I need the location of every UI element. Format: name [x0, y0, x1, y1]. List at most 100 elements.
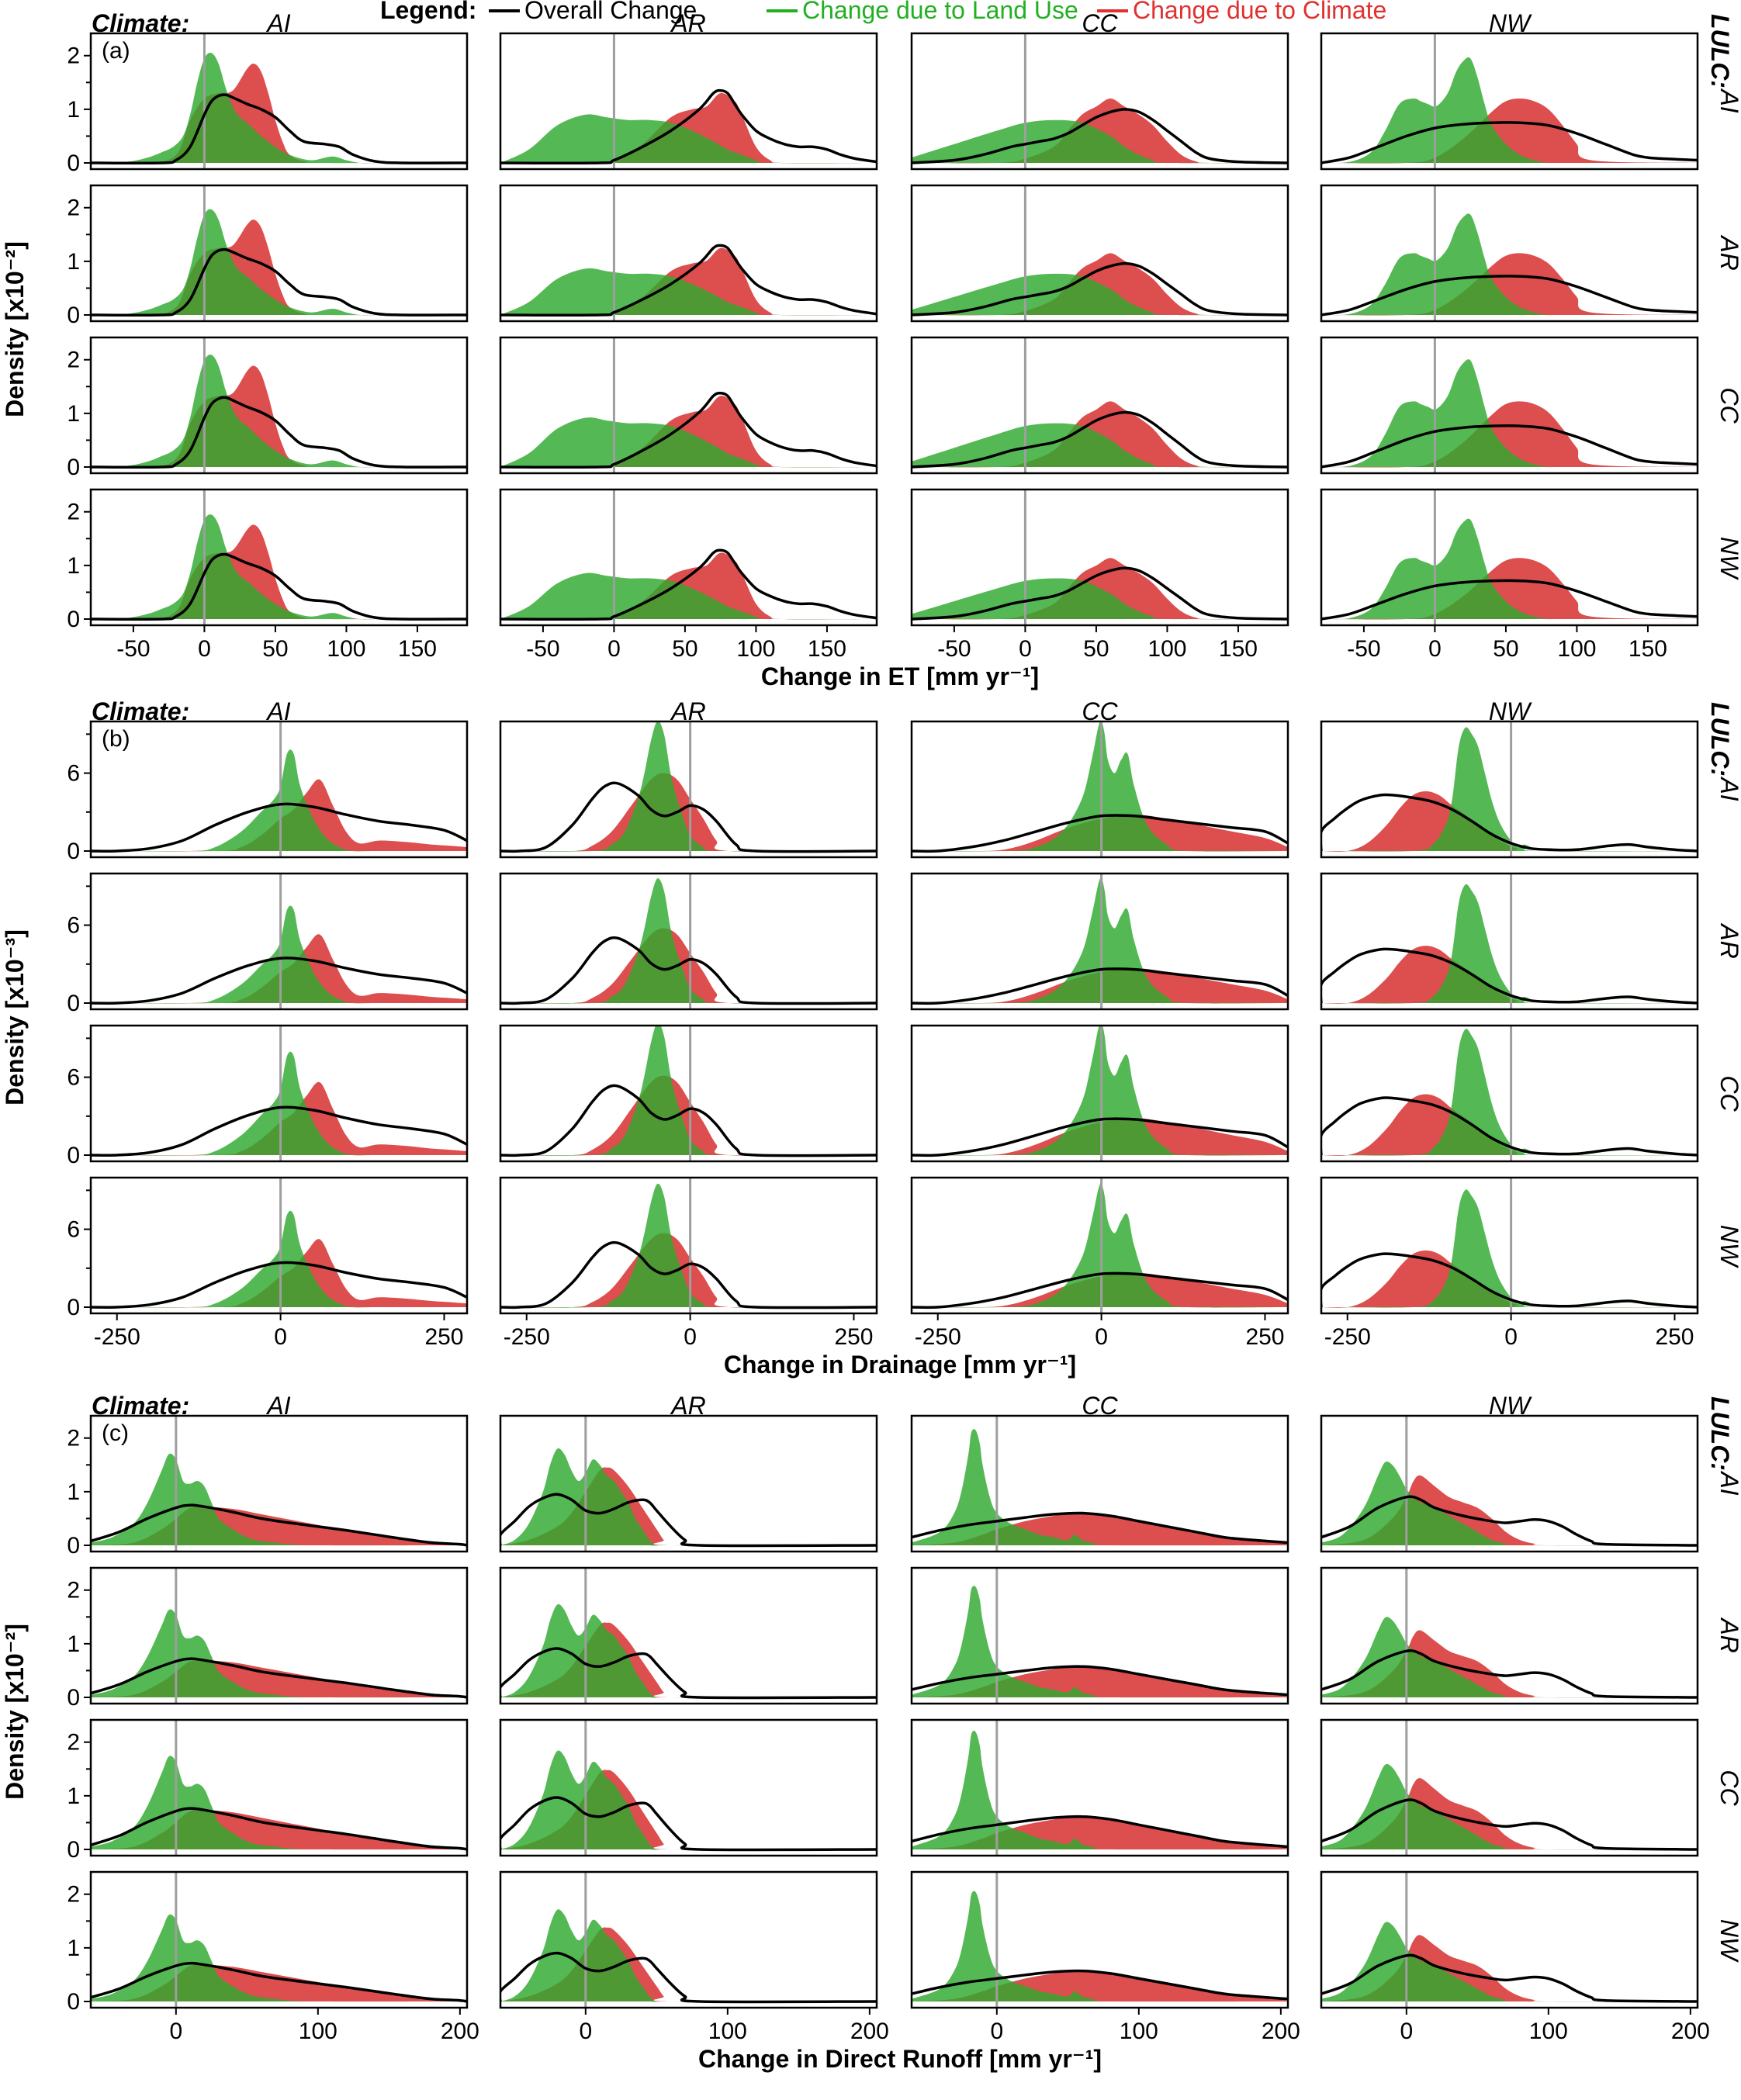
y-tick-label: 0 [67, 1143, 80, 1168]
panel-label: (c) [102, 1420, 129, 1446]
panel-border [499, 32, 878, 171]
panel-cc-ai [910, 720, 1289, 859]
land-use-area [912, 1183, 1288, 1308]
lulc-strip-label: LULC: [1706, 1396, 1734, 1471]
land-use-area [91, 1609, 467, 1698]
y-axis-title: Density [x10⁻²] [1, 241, 29, 417]
panel-nw-ar: AR [1320, 872, 1741, 1011]
x-tick-label: 0 [1019, 636, 1032, 662]
climate-change-area [500, 92, 877, 164]
panel-ar-nw: -50 0 50 100 150 [499, 488, 878, 662]
climate-change-area [500, 396, 877, 468]
y-tick-label: 2 [67, 43, 80, 69]
overall-change-line [500, 1493, 877, 1548]
land-use-area [500, 573, 877, 620]
y-tick-label: 0 [67, 1533, 80, 1559]
panel-border [89, 1870, 469, 2009]
land-use-area [91, 514, 467, 620]
y-axis-title: Density [x10⁻²] [1, 1624, 29, 1800]
overall-change-line [91, 1261, 467, 1309]
y-tick-label: 0 [67, 150, 80, 176]
row-label-ar: AR [1715, 234, 1741, 270]
y-tick-label: 1 [67, 249, 80, 275]
land-use-area [912, 1586, 1288, 1698]
x-tick-label: -250 [504, 1324, 550, 1350]
land-use-area [91, 355, 467, 468]
overall-change-line [500, 88, 877, 165]
legend-climate-label: Change due to Climate [1133, 0, 1386, 24]
land-use-area [1321, 1922, 1698, 2002]
y-tick-label: 0 [67, 455, 80, 480]
x-tick-label: 200 [1262, 2019, 1300, 2044]
x-tick-label: -50 [526, 636, 559, 662]
row-label-ai: AI [1715, 776, 1741, 801]
x-tick-label: 150 [398, 636, 437, 662]
overall-change-line [1321, 1096, 1698, 1157]
climate-change-area [1321, 99, 1698, 164]
panel-border [499, 720, 878, 859]
panel-border [499, 336, 878, 475]
y-tick-label: 6 [67, 1065, 80, 1091]
panel-border [1320, 1414, 1699, 1553]
y-tick-label: 0 [67, 303, 80, 328]
y-tick-label: 6 [67, 913, 80, 939]
panel-ai-ar: 06 [67, 872, 469, 1016]
panel-border [1320, 336, 1699, 475]
land-use-area [912, 1026, 1288, 1156]
panel-border [499, 184, 878, 323]
overall-change-line [500, 1796, 877, 1852]
land-use-area [91, 1756, 467, 1850]
panel-cc-nw: 0 100 200 [910, 1870, 1300, 2044]
panel-border [499, 488, 878, 627]
y-tick-label: 1 [67, 97, 80, 123]
x-tick-label: 100 [299, 2019, 337, 2044]
panel-border [910, 1566, 1289, 1705]
panel-ai-ai: 0 1 2 (c) [67, 1414, 469, 1559]
panel-border [89, 1414, 469, 1553]
y-tick-label: 0 [67, 839, 80, 864]
land-use-area [500, 114, 877, 164]
overall-change-line [912, 1271, 1288, 1309]
y-tick-label: 0 [67, 607, 80, 632]
land-use-area [500, 1448, 877, 1546]
climate-change-area [1321, 1094, 1698, 1156]
overall-change-line [1321, 275, 1698, 317]
land-use-area [912, 721, 1288, 852]
x-tick-label: 250 [424, 1324, 463, 1350]
panel-border [910, 872, 1289, 1011]
overall-change-line [912, 410, 1288, 469]
land-use-area [912, 1731, 1288, 1850]
overall-change-line [500, 1647, 877, 1700]
panel-border [89, 872, 469, 1011]
panel-cc-nw: -50 0 50 100 150 [910, 488, 1289, 662]
land-use-area [912, 877, 1288, 1004]
y-tick-label: 0 [67, 1837, 80, 1863]
y-tick-label: 6 [67, 1217, 80, 1243]
panel-border [1320, 1176, 1699, 1315]
x-tick-label: 100 [1120, 2019, 1158, 2044]
x-tick-label: -250 [1324, 1324, 1371, 1350]
y-tick-label: 0 [67, 1295, 80, 1320]
panel-border [499, 1718, 878, 1857]
panel-ai-ar: 0 1 2 [67, 184, 469, 328]
panel-border [910, 336, 1289, 475]
panel-ai-ai: 0 6 (b) [67, 720, 469, 864]
overall-change-line [1321, 121, 1698, 164]
overall-change-line [91, 1807, 467, 1851]
overall-change-line [91, 802, 467, 853]
row-label-ar: AR [1715, 1617, 1741, 1652]
x-tick-label: 200 [850, 2019, 889, 2044]
panel-border [910, 1024, 1289, 1163]
panel-nw-nw: NW -250 0 250 [1320, 1176, 1741, 1350]
panel-nw-ar: AR [1320, 1566, 1741, 1705]
y-tick-label: 2 [67, 195, 80, 221]
land-use-area [500, 1604, 877, 1698]
panel-border [89, 32, 469, 171]
panel-border [910, 720, 1289, 859]
x-axis-title: Change in ET [mm yr⁻¹] [761, 663, 1039, 690]
land-use-area [912, 578, 1288, 620]
panel-ar-ai [499, 32, 878, 171]
panel-ar-cc [499, 1024, 878, 1163]
